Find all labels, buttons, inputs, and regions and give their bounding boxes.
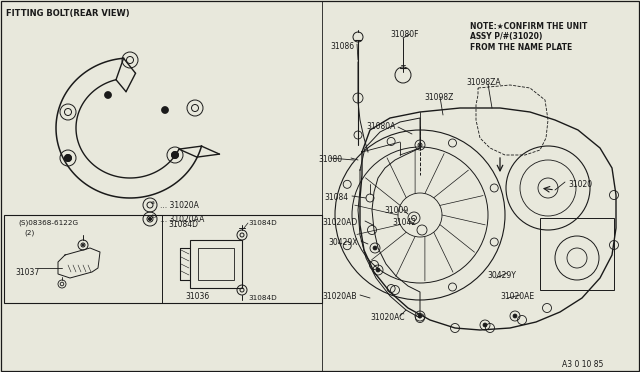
Text: 31086: 31086 xyxy=(330,42,354,51)
Circle shape xyxy=(419,144,421,146)
Text: 31020AC: 31020AC xyxy=(370,313,404,322)
Text: ... 31020A: ... 31020A xyxy=(160,201,199,209)
Text: 31020AD: 31020AD xyxy=(322,218,357,227)
Text: a: a xyxy=(151,199,155,205)
Text: 31084D: 31084D xyxy=(168,220,198,229)
Circle shape xyxy=(172,151,179,158)
Text: 31020AE: 31020AE xyxy=(500,292,534,301)
Circle shape xyxy=(65,154,72,161)
Circle shape xyxy=(376,268,380,272)
Text: 30429X: 30429X xyxy=(328,238,358,247)
Text: 31098ZA: 31098ZA xyxy=(466,78,500,87)
Circle shape xyxy=(373,246,377,250)
Text: 31037: 31037 xyxy=(15,268,39,277)
Bar xyxy=(190,240,242,288)
Text: 31080F: 31080F xyxy=(390,30,419,39)
Circle shape xyxy=(148,218,152,221)
Text: 31080: 31080 xyxy=(318,155,342,164)
Circle shape xyxy=(418,314,422,318)
Circle shape xyxy=(104,92,111,99)
Text: 31042: 31042 xyxy=(392,218,416,227)
Text: 31084D: 31084D xyxy=(248,295,276,301)
Text: (2): (2) xyxy=(24,229,35,235)
Bar xyxy=(198,248,234,280)
Text: 31080A: 31080A xyxy=(366,122,396,131)
Text: 31036: 31036 xyxy=(185,292,209,301)
Text: 31020AB: 31020AB xyxy=(322,292,356,301)
Circle shape xyxy=(148,218,152,221)
Circle shape xyxy=(483,323,487,327)
Bar xyxy=(540,218,614,290)
Text: 31084: 31084 xyxy=(324,193,348,202)
Text: 31098Z: 31098Z xyxy=(424,93,453,102)
Bar xyxy=(4,215,322,303)
Circle shape xyxy=(82,244,84,246)
Text: A3 0 10 85: A3 0 10 85 xyxy=(562,360,604,369)
Text: 31084D: 31084D xyxy=(248,220,276,226)
Circle shape xyxy=(67,156,70,160)
Text: 31009: 31009 xyxy=(384,206,408,215)
Text: 31020: 31020 xyxy=(568,180,592,189)
Text: NOTE:★CONFIRM THE UNIT
ASSY P/#(31020)
FROM THE NAME PLATE: NOTE:★CONFIRM THE UNIT ASSY P/#(31020) F… xyxy=(470,22,588,52)
Text: b: b xyxy=(151,214,155,218)
Text: (S)08368-6122G: (S)08368-6122G xyxy=(18,220,78,227)
Text: 30429Y: 30429Y xyxy=(487,271,516,280)
Circle shape xyxy=(513,314,517,318)
Text: FITTING BOLT(REAR VIEW): FITTING BOLT(REAR VIEW) xyxy=(6,9,130,18)
Circle shape xyxy=(161,106,168,113)
Text: ... 31020AA: ... 31020AA xyxy=(160,215,204,224)
